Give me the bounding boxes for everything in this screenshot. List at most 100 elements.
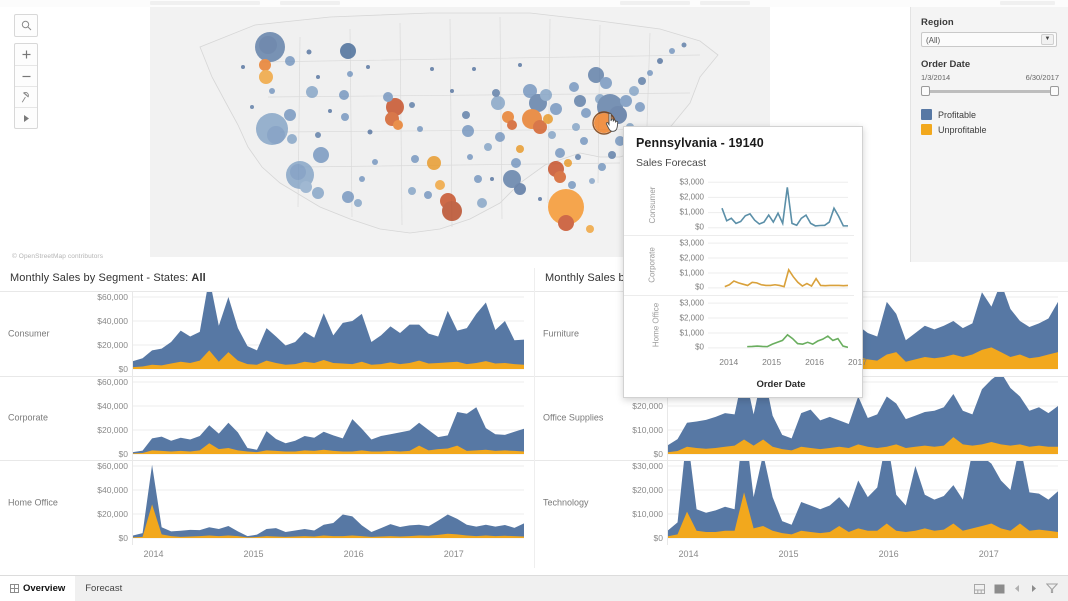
search-icon[interactable] <box>15 15 37 36</box>
tooltip-panel-consumer: Consumer $3,000 $2,000 $1,000 $0 <box>624 175 854 235</box>
chart-title-left-states: All <box>191 272 206 284</box>
legend-label-profitable: Profitable <box>938 109 977 120</box>
chart-row-label: Furniture <box>543 328 580 339</box>
tooltip-xaxis-title-text: Order Date <box>756 379 806 390</box>
region-filter-select[interactable]: (All) ▼ <box>921 32 1057 47</box>
chevron-down-icon[interactable]: ▼ <box>1041 34 1054 45</box>
tab-overview-label: Overview <box>23 583 66 594</box>
y-tick: $40,000 <box>97 316 128 326</box>
tooltip-x-tick: 2015 <box>762 357 782 367</box>
tooltip-y-axis: $3,000 $2,000 $1,000 $0 <box>646 175 706 235</box>
tooltip-plot-area <box>708 236 848 295</box>
slider-handle-end[interactable] <box>1050 86 1059 96</box>
show-filmstrip-icon[interactable] <box>974 583 985 594</box>
tooltip-title: Pennsylvania - 19140 <box>636 136 764 150</box>
map-attribution: © OpenStreetMap contributors <box>12 253 104 260</box>
chart-panel-corporate: Corporate $60,000 $40,000 $20,000 $0 <box>0 375 534 461</box>
tooltip-plot-area <box>708 296 848 355</box>
region-filter-label: Region <box>921 17 954 28</box>
show-sheet-icon[interactable] <box>994 584 1005 594</box>
x-tick: 2017 <box>978 549 999 559</box>
tab-forecast-label: Forecast <box>85 583 123 594</box>
y-tick: $20,000 <box>97 424 128 435</box>
tooltip-y-tick: $2,000 <box>679 313 704 323</box>
tooltip-y-tick: $1,000 <box>679 268 704 278</box>
tooltip-subtitle: Sales Forecast <box>636 157 707 169</box>
slider-track <box>925 90 1055 93</box>
order-date-slider[interactable] <box>921 85 1059 97</box>
tab-forecast[interactable]: Forecast <box>75 576 132 601</box>
chart-title-right-prefix: Monthly Sales b <box>545 272 625 284</box>
zoom-in-icon[interactable] <box>15 44 37 65</box>
expand-icon[interactable] <box>15 107 37 128</box>
filter-panel: Region (All) ▼ Order Date 1/3/2014 6/30/… <box>910 7 1068 262</box>
date-start-label: 1/3/2014 <box>921 73 951 82</box>
legend-swatch-unprofitable <box>921 124 932 135</box>
legend-label-unprofitable: Unprofitable <box>938 124 987 135</box>
tooltip-y-tick: $1,000 <box>679 328 704 338</box>
statusbar-controls <box>974 583 1068 594</box>
next-sheet-icon[interactable] <box>1030 584 1037 593</box>
chart-plot-area[interactable] <box>132 292 524 376</box>
legend-item-profitable[interactable]: Profitable <box>921 109 1058 120</box>
tooltip-panel-corporate: Corporate $3,000 $2,000 $1,000 $0 <box>624 234 854 295</box>
presentation-mode-icon[interactable] <box>1046 583 1058 594</box>
legend-item-unprofitable[interactable]: Unprofitable <box>921 124 1058 135</box>
map-points-layer <box>199 12 719 234</box>
y-tick: $20,000 <box>632 400 663 411</box>
chart-plot-area[interactable] <box>132 461 524 545</box>
chart-plot-area[interactable] <box>132 376 524 461</box>
x-tick: 2015 <box>778 549 799 559</box>
chart-row-label: Technology <box>543 497 589 508</box>
chart-panel-technology: Technology $30,000 $20,000 $10,000 $0 <box>535 460 1068 545</box>
y-tick: $60,000 <box>97 461 128 472</box>
tooltip-panel-home-office: Home Office $3,000 $2,000 $1,000 $0 <box>624 294 854 355</box>
date-end-label: 6/30/2017 <box>1025 73 1059 82</box>
chart-left-xaxis: 2014 2015 2016 2017 <box>0 545 534 568</box>
tab-overview[interactable]: Overview <box>0 575 76 601</box>
slider-handle-start[interactable] <box>921 86 930 96</box>
y-tick: $0 <box>118 448 128 459</box>
tooltip-y-axis: $3,000 $2,000 $1,000 $0 <box>646 296 706 355</box>
chart-y-axis: $30,000 $20,000 $10,000 $0 <box>601 461 667 545</box>
y-tick: $60,000 <box>97 292 128 303</box>
tooltip-y-tick: $3,000 <box>679 177 704 187</box>
tooltip-y-axis: $3,000 $2,000 $1,000 $0 <box>646 236 706 295</box>
tooltip-y-tick: $1,000 <box>679 207 704 217</box>
y-tick: $60,000 <box>97 376 128 387</box>
chart-panel-home-office: Home Office $60,000 $40,000 $20,000 $0 <box>0 460 534 545</box>
zoom-out-icon[interactable] <box>15 65 37 86</box>
map-tooltip: Pennsylvania - 19140 Sales Forecast Cons… <box>623 126 867 398</box>
tooltip-x-tick: 2017 <box>848 357 867 367</box>
chart-row-label: Home Office <box>8 497 58 508</box>
tooltip-y-tick: $3,000 <box>679 238 704 248</box>
previous-sheet-icon[interactable] <box>1014 584 1021 593</box>
y-tick: $10,000 <box>632 509 663 520</box>
tooltip-y-tick: $0 <box>695 222 704 232</box>
map-search-group[interactable] <box>14 14 38 37</box>
chart-y-axis: $60,000 $40,000 $20,000 $0 <box>66 461 132 545</box>
y-tick: $0 <box>118 533 128 544</box>
tooltip-x-tick: 2016 <box>805 357 825 367</box>
y-tick: $0 <box>118 363 128 374</box>
map-toolbar[interactable] <box>14 14 38 129</box>
map-zoom-group[interactable] <box>14 43 38 129</box>
x-tick: 2017 <box>443 549 464 559</box>
chart-y-axis: $60,000 $40,000 $20,000 $0 <box>66 377 132 461</box>
grid-icon <box>10 584 19 593</box>
chart-row-label: Office Supplies <box>543 412 604 423</box>
x-tick: 2014 <box>678 549 699 559</box>
y-tick: $40,000 <box>97 400 128 411</box>
y-tick: $20,000 <box>632 485 663 496</box>
tooltip-x-tick: 2014 <box>719 357 739 367</box>
chart-left-panels: Consumer $60,000 $40,000 $20,000 $0 Corporate… <box>0 291 534 545</box>
y-tick: $40,000 <box>97 485 128 496</box>
order-date-filter-label: Order Date <box>921 59 971 70</box>
tooltip-xaxis-title: Order Date <box>624 379 862 390</box>
pin-icon[interactable] <box>15 86 37 107</box>
chart-plot-area[interactable] <box>667 461 1058 545</box>
y-tick: $0 <box>653 448 663 459</box>
y-tick: $30,000 <box>632 461 663 472</box>
region-filter-value: (All) <box>926 36 941 45</box>
